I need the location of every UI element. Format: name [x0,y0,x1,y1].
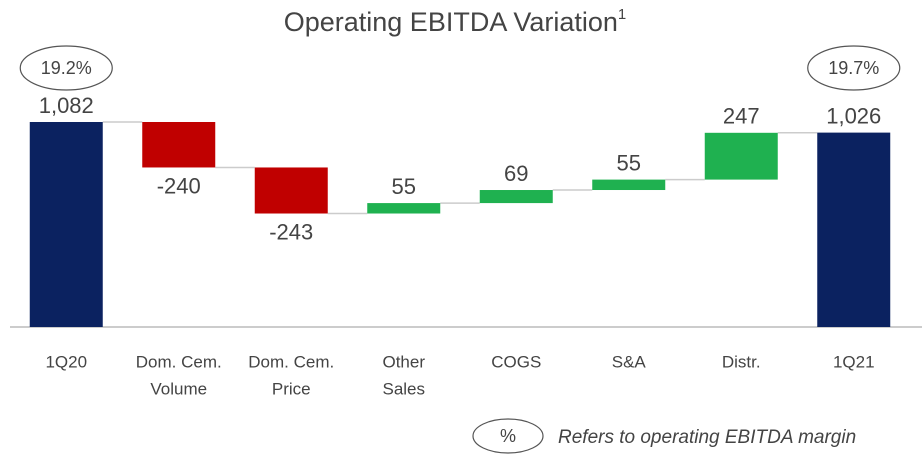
x-tick-label: Distr. [722,352,761,371]
x-tick-label: Dom. Cem. [136,352,222,371]
bar [704,132,778,180]
x-tick-label: Other [382,352,425,371]
x-tick-label: 1Q20 [45,352,87,371]
annotation: 19.7% [828,58,879,78]
x-tick-label: COGS [491,352,541,371]
bar [479,190,553,204]
annotation-circle [19,45,113,91]
x-tick-label: Volume [150,379,207,398]
bar [592,179,666,191]
legend-symbol-circle [472,418,544,454]
bar [142,122,216,168]
value-label: 55 [392,174,416,199]
bar [29,122,103,327]
x-tick-label: Price [272,379,311,398]
value-label: 1,026 [826,103,881,128]
bar [254,167,328,214]
x-tick-label: 1Q21 [833,352,875,371]
bar [367,203,441,214]
x-tick-label: Sales [382,379,425,398]
legend-text: Refers to operating EBITDA margin [558,427,856,448]
value-label: 55 [617,150,641,175]
value-label: 69 [504,161,528,186]
legend-symbol: % [500,426,516,446]
title-superscript: 1 [618,6,626,23]
title-text: Operating EBITDA Variation [284,7,618,37]
annotation-circle [807,45,901,91]
value-label: 247 [723,104,760,129]
value-label: -243 [269,219,313,244]
x-tick-label: S&A [612,352,647,371]
value-label: 1,082 [39,93,94,118]
chart-title: Operating EBITDA Variation1 [284,6,627,37]
value-label: -240 [157,173,201,198]
annotation: 19.2% [41,58,92,78]
x-tick-label: Dom. Cem. [248,352,334,371]
bar [817,132,891,327]
